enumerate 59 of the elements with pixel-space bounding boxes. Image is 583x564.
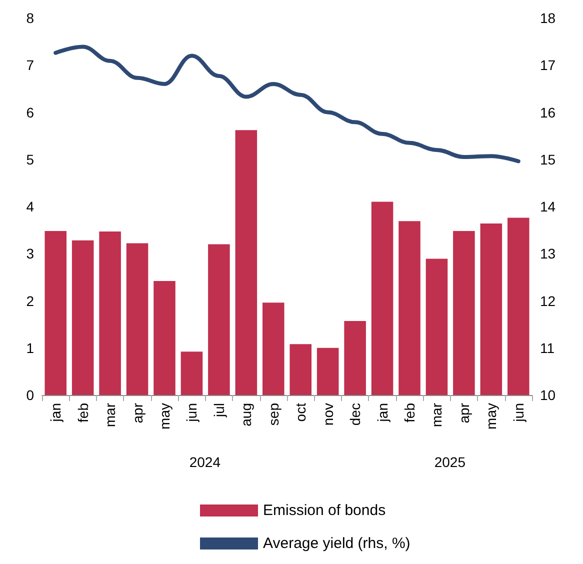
bar — [72, 240, 94, 395]
text: 2024 — [189, 454, 221, 470]
x-tick-label: aug — [238, 403, 254, 426]
bar — [508, 218, 530, 395]
x-tick-label: apr — [129, 402, 146, 424]
bar — [290, 344, 312, 395]
y2-tick-label: 13 — [540, 246, 556, 262]
bar — [44, 231, 66, 395]
x-tick-label: jul — [210, 403, 227, 418]
x-tick-label: feb — [402, 402, 418, 422]
y2-tick-label: 16 — [540, 104, 556, 120]
bar — [398, 221, 420, 395]
y-tick-label: 6 — [26, 104, 34, 120]
x-tick-label: may — [156, 403, 172, 430]
bar — [99, 231, 121, 395]
y-tick-label: 1 — [26, 340, 34, 356]
legend-label: Average yield (rhs, %) — [263, 535, 410, 552]
line-series — [54, 44, 520, 164]
x-tick-label: dec — [347, 403, 364, 426]
y-tick-label: 3 — [26, 246, 34, 262]
x-tick-label: mar — [102, 402, 118, 428]
y-tick-label: 0 — [26, 387, 34, 403]
bar — [180, 352, 203, 395]
bar — [426, 258, 448, 395]
y-tick-label: 7 — [26, 57, 34, 74]
x-tick-label: sep — [265, 402, 282, 426]
x-tick-label: jan — [374, 403, 390, 423]
y2-tick-label: 11 — [540, 340, 555, 356]
bar — [208, 244, 230, 395]
bar — [453, 231, 475, 395]
x-tick-label: feb — [74, 402, 91, 422]
y2-tick-label: 10 — [540, 387, 556, 403]
bar — [480, 223, 502, 395]
y2-tick-label: 18 — [540, 10, 556, 26]
bar — [235, 130, 258, 395]
y-tick-label: 2 — [26, 292, 34, 309]
x-tick-label: may — [483, 403, 500, 430]
legend-label: Emission of bonds — [263, 502, 386, 519]
x-tick-label: jun — [510, 403, 526, 423]
x-tick-label: mar — [428, 402, 445, 428]
y-tick-label: 8 — [26, 10, 34, 26]
x-tick-label: jan — [48, 403, 64, 423]
x-tick-label: nov — [320, 403, 336, 426]
y2-tick-label: 12 — [540, 292, 556, 309]
y2-tick-label: 17 — [540, 57, 556, 74]
y2-tick-label: 15 — [540, 151, 556, 168]
bar — [371, 202, 394, 395]
y-tick-label: 4 — [26, 198, 34, 214]
bar — [344, 321, 366, 395]
x-tick-label: oct — [292, 402, 309, 422]
bar — [126, 243, 148, 395]
x-tick-label: apr — [456, 402, 472, 424]
bar — [316, 348, 339, 395]
y-tick-label: 5 — [26, 151, 34, 168]
bar — [262, 302, 284, 395]
text: 2025 — [434, 454, 466, 470]
y2-tick-label: 14 — [540, 198, 556, 214]
x-tick-label: jun — [184, 403, 200, 423]
bar — [154, 280, 176, 395]
